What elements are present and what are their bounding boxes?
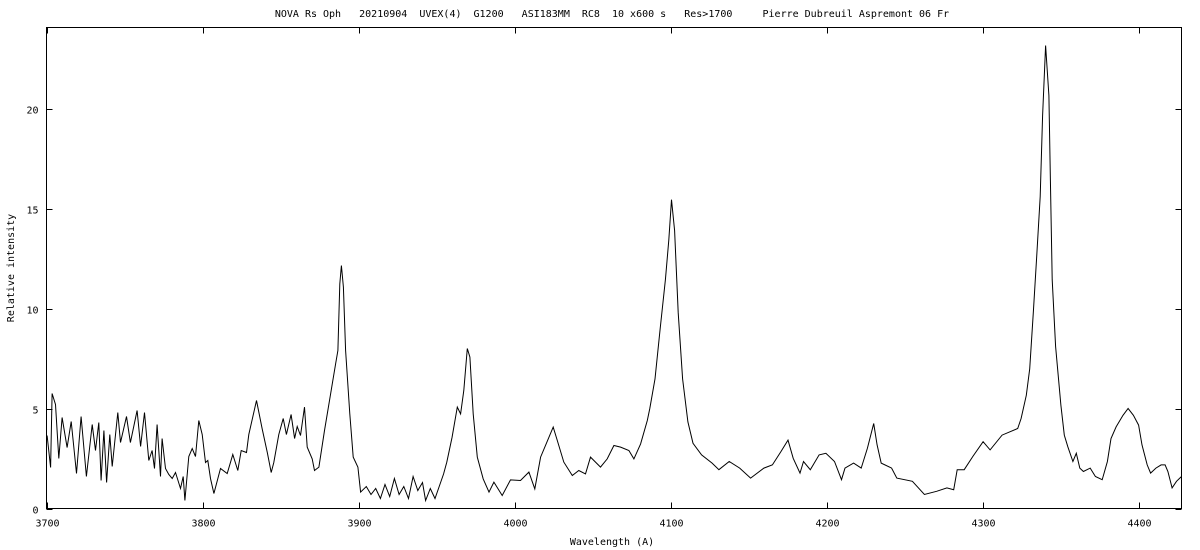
- plot-frame: [46, 27, 1182, 509]
- y-tick-label: 20: [26, 106, 38, 117]
- x-tick-label: 4300: [971, 519, 995, 530]
- x-tick-label: 4400: [1127, 519, 1151, 530]
- spectrum-line: [46, 45, 1182, 503]
- x-tick-label: 3900: [347, 519, 371, 530]
- y-tick-label: 10: [26, 306, 38, 317]
- x-axis-label: Wavelength (A): [570, 537, 654, 548]
- x-tick-label: 4100: [659, 519, 683, 530]
- y-tick-label: 5: [32, 406, 38, 417]
- y-axis-label: Relative intensity: [6, 214, 17, 322]
- x-tick-label: 3700: [35, 519, 59, 530]
- chart-title: NOVA Rs Oph 20210904 UVEX(4) G1200 ASI18…: [275, 9, 949, 20]
- x-tick-label: 3800: [191, 519, 215, 530]
- x-tick-label: 4200: [815, 519, 839, 530]
- y-tick-label: 0: [32, 506, 38, 517]
- x-tick-label: 4000: [503, 519, 527, 530]
- axis-ticks: 3700 3800 3900 4000 4100 4200 4300 4400 0 5 10 15 20: [26, 27, 1182, 530]
- y-tick-label: 15: [26, 206, 38, 217]
